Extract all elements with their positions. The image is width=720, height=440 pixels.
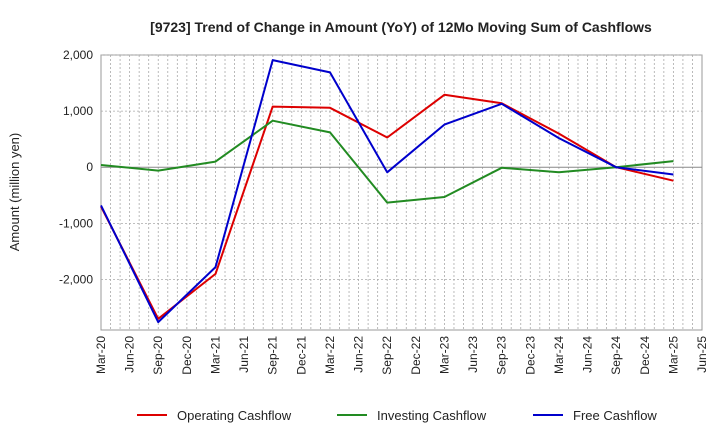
- chart-title: [9723] Trend of Change in Amount (YoY) o…: [150, 19, 652, 35]
- y-tick-label: 2,000: [63, 48, 93, 62]
- x-tick-label: Sep-20: [151, 336, 165, 375]
- x-tick-label: Mar-21: [208, 336, 222, 374]
- legend-label: Investing Cashflow: [377, 408, 487, 423]
- series-line-operating-cashflow: [100, 93, 674, 320]
- series-line-investing-cashflow: [100, 119, 674, 204]
- x-tick-label: Dec-21: [294, 336, 308, 375]
- x-tick-label: Sep-23: [495, 336, 509, 375]
- x-tick-label: Jun-24: [581, 336, 595, 373]
- x-tick-label: Dec-22: [409, 336, 423, 375]
- legend-label: Operating Cashflow: [177, 408, 292, 423]
- x-tick-label: Mar-25: [666, 336, 680, 374]
- x-tick-label: Sep-24: [609, 336, 623, 375]
- x-tick-label: Dec-24: [638, 336, 652, 375]
- y-tick-label: -2,000: [59, 272, 93, 286]
- x-tick-label: Sep-22: [380, 336, 394, 375]
- x-tick-label: Jun-20: [123, 336, 137, 373]
- y-tick-label: -1,000: [59, 216, 93, 230]
- x-tick-label: Mar-23: [437, 336, 451, 374]
- y-tick-label: 1,000: [63, 104, 93, 118]
- x-tick-label: Mar-22: [323, 336, 337, 374]
- x-tick-label: Sep-21: [266, 336, 280, 375]
- x-tick-label: Jun-23: [466, 336, 480, 373]
- series-line-free-cashflow: [100, 59, 674, 324]
- x-tick-label: Dec-23: [523, 336, 537, 375]
- y-axis-label: Amount (million yen): [7, 133, 22, 252]
- x-tick-label: Jun-22: [352, 336, 366, 373]
- x-tick-label: Jun-21: [237, 336, 251, 373]
- y-tick-label: 0: [86, 160, 93, 174]
- x-tick-label: Mar-20: [94, 336, 108, 374]
- x-tick-label: Mar-24: [552, 336, 566, 374]
- legend-label: Free Cashflow: [573, 408, 657, 423]
- x-tick-label: Jun-25: [695, 336, 709, 373]
- plot-frame: [100, 54, 703, 331]
- x-tick-label: Dec-20: [180, 336, 194, 375]
